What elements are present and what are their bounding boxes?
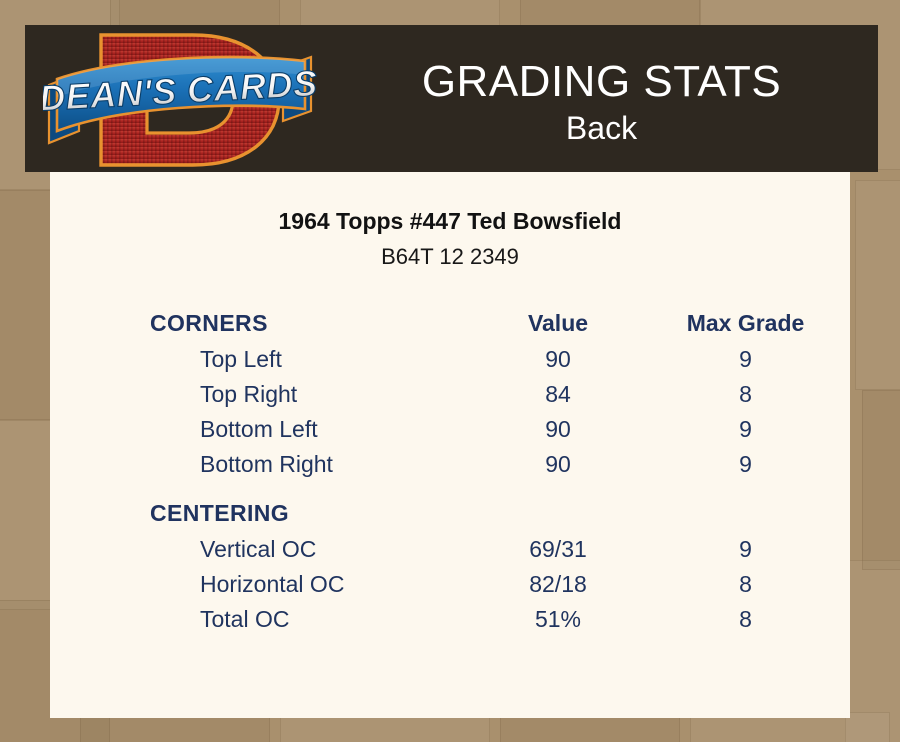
row-label: Top Left [200,346,282,372]
page-title: GRADING STATS [421,56,782,106]
table-row: Bottom Left 90 9 [150,416,850,451]
page-subtitle: Back [565,109,638,146]
card-title: 1964 Topps #447 Ted Bowsfield [278,208,622,234]
section-spacer [150,486,850,500]
row-max-grade: 9 [739,536,752,562]
row-label: Horizontal OC [200,571,345,597]
table-row: Top Left 90 9 [150,346,850,381]
row-value: 90 [545,451,571,477]
section-header-row-centering: CENTERING [150,500,850,536]
row-max-grade: 9 [739,416,752,442]
row-max-grade: 9 [739,346,752,372]
row-max-grade: 8 [739,606,752,632]
row-max-grade: 8 [739,381,752,407]
deans-cards-logo: DEAN'S CARDS [43,27,318,172]
row-label: Bottom Left [200,416,318,442]
row-label: Bottom Right [200,451,333,477]
table-row: Horizontal OC 82/18 8 [150,571,850,606]
column-header-max-grade: Max Grade [686,310,805,336]
table-row: Total OC 51% 8 [150,606,850,641]
row-value: 82/18 [529,571,587,597]
row-value: 84 [545,381,571,407]
section-heading-corners: CORNERS [150,310,268,336]
section-header-row-corners: CORNERS Value Max Grade [150,310,850,346]
header-bar: DEAN'S CARDS GRADING STATS Back [25,25,878,172]
row-label: Top Right [200,381,298,407]
row-label: Total OC [200,606,290,632]
table-row: Top Right 84 8 [150,381,850,416]
row-value: 69/31 [529,536,587,562]
grading-stats-table: CORNERS Value Max Grade Top Left 90 9 To… [150,310,850,641]
row-label: Vertical OC [200,536,317,562]
column-header-value: Value [527,310,589,336]
section-heading-centering: CENTERING [150,500,290,526]
row-value: 51% [534,606,582,632]
content-panel: 1964 Topps #447 Ted Bowsfield B64T 12 23… [50,172,850,718]
table-row: Vertical OC 69/31 9 [150,536,850,571]
row-max-grade: 9 [739,451,752,477]
header-title-group: GRADING STATS Back [325,25,878,172]
row-value: 90 [545,346,571,372]
table-row: Bottom Right 90 9 [150,451,850,486]
card-subtitle: B64T 12 2349 [381,244,519,269]
row-value: 90 [545,416,571,442]
row-max-grade: 8 [739,571,752,597]
